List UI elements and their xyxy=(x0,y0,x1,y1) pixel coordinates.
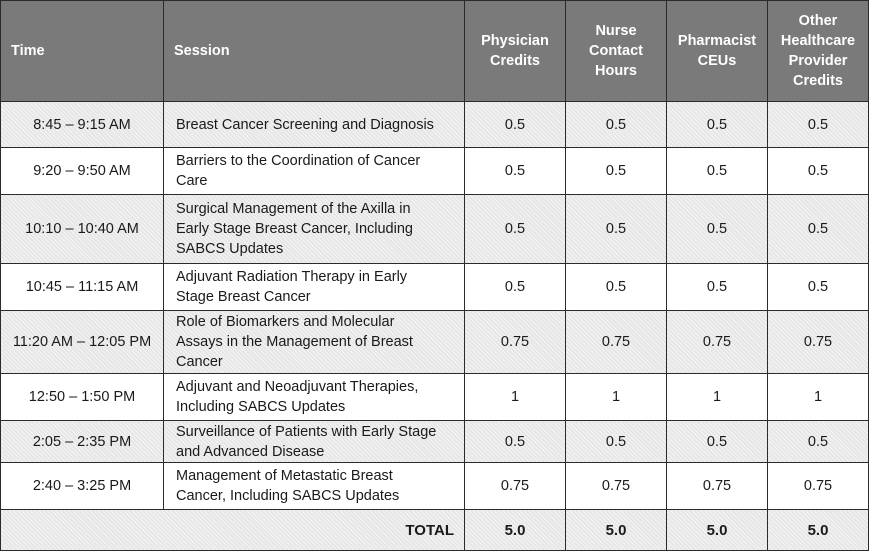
header-line: Credits xyxy=(793,73,843,89)
session-line: Breast Cancer Screening and Diagnosis xyxy=(176,116,434,133)
time-cell: 10:45 – 11:15 AM xyxy=(0,263,164,311)
session-line: Adjuvant and Neoadjuvant Therapies, xyxy=(176,379,419,395)
session-line: Early Stage Breast Cancer, Including xyxy=(176,221,413,237)
session-line: Surveillance of Patients with Early Stag… xyxy=(176,423,437,440)
nurse-hours-cell: 0.75 xyxy=(565,310,667,374)
session-line: Cancer xyxy=(176,354,223,370)
other-credits-cell: 0.5 xyxy=(767,101,869,148)
other-credits-cell: 0.75 xyxy=(767,310,869,374)
other-credits-cell: 1 xyxy=(767,373,869,421)
session-line: Surgical Management of the Axilla in xyxy=(176,201,411,217)
table-row: 11:20 AM – 12:05 PM Role of Biomarkers a… xyxy=(0,310,869,374)
session-line: Role of Biomarkers and Molecular xyxy=(176,314,395,330)
time-cell: 2:40 – 3:25 PM xyxy=(0,462,164,510)
time-cell: 12:50 – 1:50 PM xyxy=(0,373,164,421)
session-line: Cancer, Including SABCS Updates xyxy=(176,488,400,504)
header-nurse-contact-hours: Nurse Contact Hours xyxy=(565,0,667,102)
nurse-hours-cell: 0.5 xyxy=(565,263,667,311)
header-line: Provider xyxy=(788,53,848,69)
session-cell: Barriers to the Coordination of Cancer Ca… xyxy=(163,147,465,195)
pharmacist-ceus-cell: 0.5 xyxy=(666,420,768,463)
session-line: and Advanced Disease xyxy=(176,443,325,460)
pharmacist-ceus-cell: 0.75 xyxy=(666,462,768,510)
header-line: Credits xyxy=(490,53,540,69)
nurse-hours-cell: 0.5 xyxy=(565,194,667,264)
session-line: Barriers to the Coordination of Cancer xyxy=(176,153,421,169)
pharmacist-ceus-cell: 0.5 xyxy=(666,147,768,195)
header-physician-credits: Physician Credits xyxy=(464,0,566,102)
pharmacist-ceus-cell: 0.5 xyxy=(666,194,768,264)
total-nurse-hours: 5.0 xyxy=(565,509,667,551)
header-line: CEUs xyxy=(697,53,737,69)
physician-credits-cell: 0.5 xyxy=(464,147,566,195)
total-row: TOTAL 5.0 5.0 5.0 5.0 xyxy=(0,509,869,551)
nurse-hours-cell: 0.5 xyxy=(565,147,667,195)
table-row: 9:20 – 9:50 AM Barriers to the Coordinat… xyxy=(0,147,869,195)
header-pharmacist-ceus: Pharmacist CEUs xyxy=(666,0,768,102)
time-cell: 2:05 – 2:35 PM xyxy=(0,420,164,463)
total-other-credits: 5.0 xyxy=(767,509,869,551)
total-physician-credits: 5.0 xyxy=(464,509,566,551)
header-line: Healthcare xyxy=(780,33,856,49)
header-session: Session xyxy=(163,0,465,102)
nurse-hours-cell: 1 xyxy=(565,373,667,421)
header-line: Other xyxy=(798,13,838,29)
physician-credits-cell: 1 xyxy=(464,373,566,421)
physician-credits-cell: 0.5 xyxy=(464,420,566,463)
time-cell: 9:20 – 9:50 AM xyxy=(0,147,164,195)
other-credits-cell: 0.5 xyxy=(767,263,869,311)
other-credits-cell: 0.5 xyxy=(767,194,869,264)
time-cell: 11:20 AM – 12:05 PM xyxy=(0,310,164,374)
session-cell: Surveillance of Patients with Early Stag… xyxy=(163,420,465,463)
header-time: Time xyxy=(0,0,164,102)
nurse-hours-cell: 0.5 xyxy=(565,420,667,463)
physician-credits-cell: 0.5 xyxy=(464,101,566,148)
table-row: 10:45 – 11:15 AM Adjuvant Radiation Ther… xyxy=(0,263,869,311)
session-cell: Role of Biomarkers and Molecular Assays i… xyxy=(163,310,465,374)
other-credits-cell: 0.75 xyxy=(767,462,869,510)
session-cell: Management of Metastatic Breast Cancer, I… xyxy=(163,462,465,510)
header-line: Hours xyxy=(595,63,637,79)
physician-credits-cell: 0.75 xyxy=(464,310,566,374)
session-line: Care xyxy=(176,173,208,189)
table-row: 2:05 – 2:35 PM Surveillance of Patients … xyxy=(0,420,869,463)
physician-credits-cell: 0.5 xyxy=(464,194,566,264)
physician-credits-cell: 0.5 xyxy=(464,263,566,311)
pharmacist-ceus-cell: 0.5 xyxy=(666,101,768,148)
total-label: TOTAL xyxy=(0,509,465,551)
table-row: 10:10 – 10:40 AM Surgical Management of … xyxy=(0,194,869,264)
header-line: Contact xyxy=(589,43,643,59)
total-pharmacist-ceus: 5.0 xyxy=(666,509,768,551)
session-cell: Surgical Management of the Axilla in Earl… xyxy=(163,194,465,264)
pharmacist-ceus-cell: 1 xyxy=(666,373,768,421)
nurse-hours-cell: 0.5 xyxy=(565,101,667,148)
session-cell: Adjuvant and Neoadjuvant Therapies, Inclu… xyxy=(163,373,465,421)
session-cell: Breast Cancer Screening and Diagnosis xyxy=(163,101,465,148)
session-line: Adjuvant Radiation Therapy in Early xyxy=(176,269,408,285)
header-other-provider-credits: Other Healthcare Provider Credits xyxy=(767,0,869,102)
physician-credits-cell: 0.75 xyxy=(464,462,566,510)
time-cell: 10:10 – 10:40 AM xyxy=(0,194,164,264)
session-line: Stage Breast Cancer xyxy=(176,289,311,305)
session-line: Including SABCS Updates xyxy=(176,399,346,415)
header-line: Pharmacist xyxy=(677,33,757,49)
other-credits-cell: 0.5 xyxy=(767,420,869,463)
nurse-hours-cell: 0.75 xyxy=(565,462,667,510)
pharmacist-ceus-cell: 0.75 xyxy=(666,310,768,374)
time-cell: 8:45 – 9:15 AM xyxy=(0,101,164,148)
other-credits-cell: 0.5 xyxy=(767,147,869,195)
table-row: 12:50 – 1:50 PM Adjuvant and Neoadjuvant… xyxy=(0,373,869,421)
pharmacist-ceus-cell: 0.5 xyxy=(666,263,768,311)
header-line: Nurse xyxy=(595,23,637,39)
header-row: Time Session Physician Credits Nurse Con… xyxy=(0,0,869,102)
session-line: SABCS Updates xyxy=(176,241,284,257)
header-line: Physician xyxy=(481,33,549,49)
session-cell: Adjuvant Radiation Therapy in Early Stage… xyxy=(163,263,465,311)
session-line: Assays in the Management of Breast xyxy=(176,334,413,350)
session-line: Management of Metastatic Breast xyxy=(176,468,393,484)
table-row: 2:40 – 3:25 PM Management of Metastatic … xyxy=(0,462,869,510)
table-row: 8:45 – 9:15 AM Breast Cancer Screening a… xyxy=(0,101,869,148)
